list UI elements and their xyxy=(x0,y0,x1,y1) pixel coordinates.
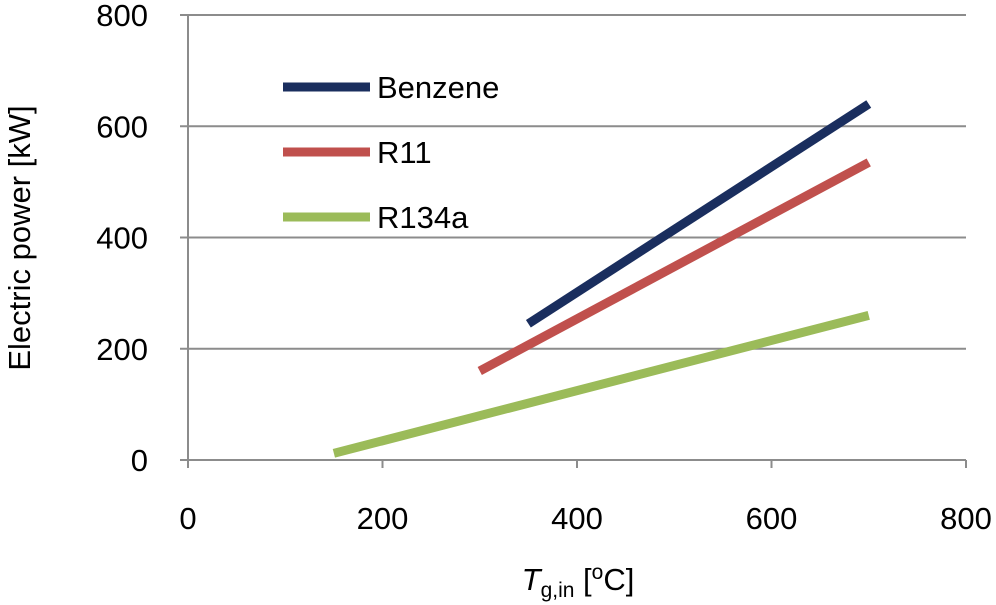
y-tick-label-800: 800 xyxy=(96,0,148,33)
x-axis-title-unit-superscript: o xyxy=(592,561,604,584)
y-tick-label-200: 200 xyxy=(96,332,148,367)
x-axis-title-subscript: g,in xyxy=(541,579,575,602)
legend-label-r11: R11 xyxy=(377,135,432,170)
series-lines xyxy=(332,100,872,458)
y-tick-label-600: 600 xyxy=(96,109,148,144)
series-line-r11 xyxy=(477,158,871,375)
x-axis-title: Tg,in [oC] xyxy=(522,561,635,602)
series-line-benzene xyxy=(525,100,872,328)
x-tick-label-0: 0 xyxy=(179,501,196,536)
series-line-r134a xyxy=(332,311,870,458)
y-tick-label-0: 0 xyxy=(131,443,148,478)
x-axis-title-symbol: T xyxy=(522,562,543,597)
x-axis-title-unit-rest: C] xyxy=(603,562,634,597)
legend-label-benzene: Benzene xyxy=(377,70,499,105)
gridlines xyxy=(188,14,966,350)
x-axis-title-unit-open: [ xyxy=(574,562,592,597)
y-tick-label-400: 400 xyxy=(96,221,148,256)
x-tick-label-200: 200 xyxy=(357,501,409,536)
x-tick-label-800: 800 xyxy=(940,501,992,536)
axes: 0 200 400 600 800 0 200 400 600 800 xyxy=(96,0,992,536)
legend-label-r134a: R134a xyxy=(377,200,469,235)
legend: Benzene R11 R134a xyxy=(283,70,499,235)
x-tick-label-600: 600 xyxy=(746,501,798,536)
y-axis-title: Electric power [kW] xyxy=(2,105,37,370)
x-tick-label-400: 400 xyxy=(551,501,603,536)
